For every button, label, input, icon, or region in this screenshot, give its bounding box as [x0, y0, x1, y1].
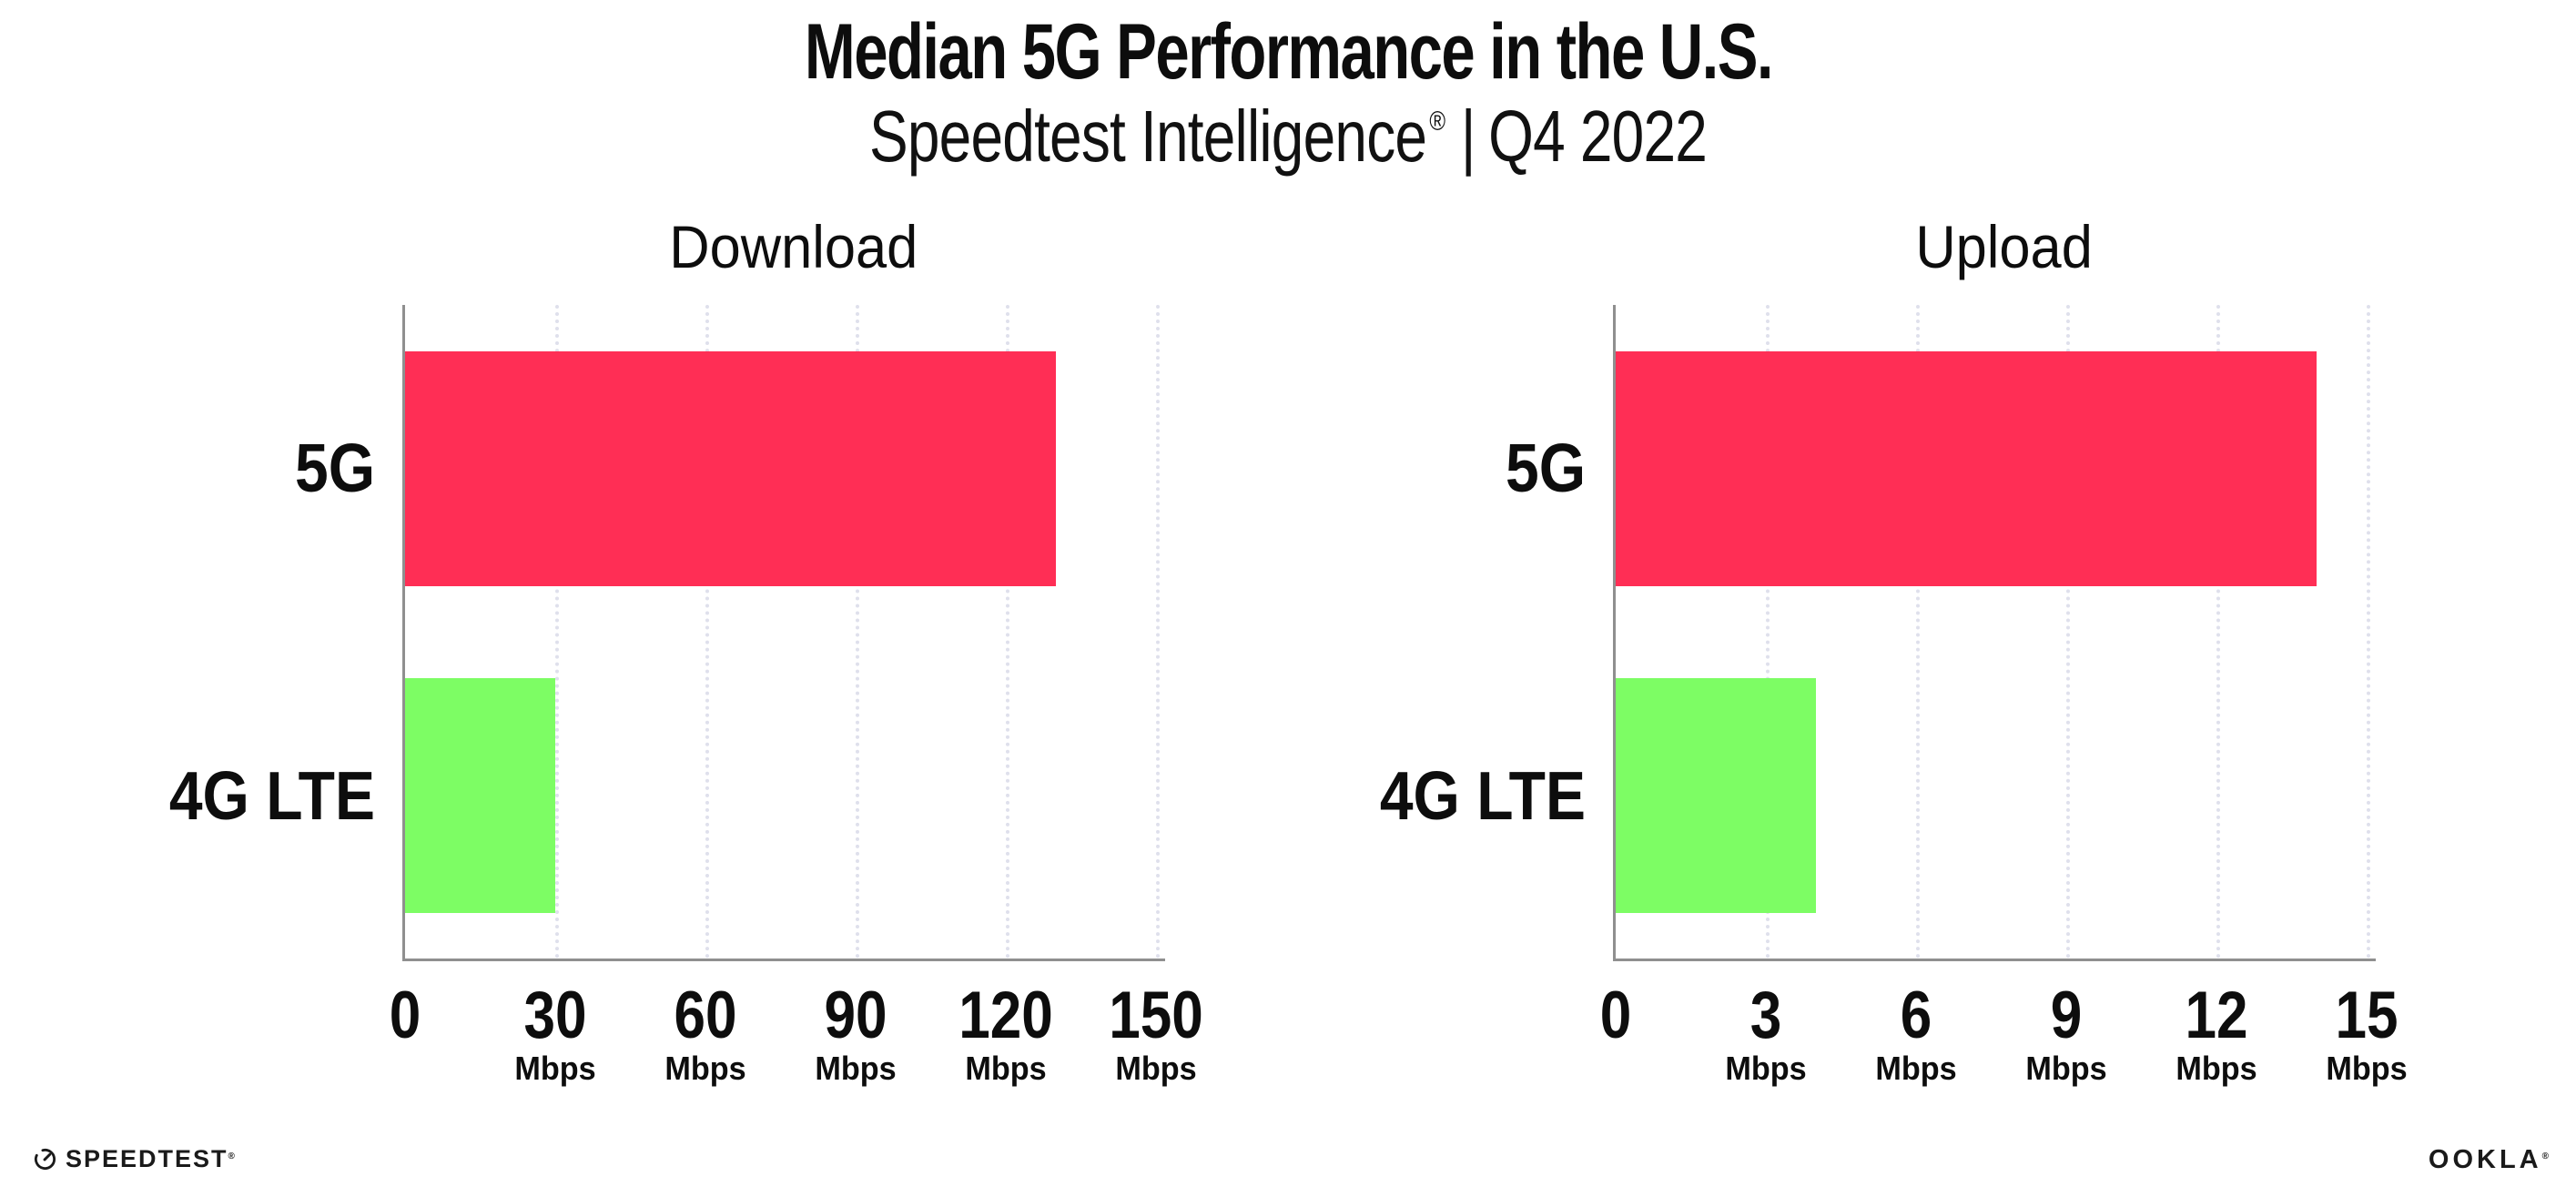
tick-unit: Mbps	[965, 1050, 1047, 1087]
tick-unit: Mbps	[1725, 1050, 1807, 1087]
tick-unit: Mbps	[815, 1050, 897, 1087]
category-label-text: 4G LTE	[1379, 757, 1586, 834]
tick-unit: Mbps	[664, 1050, 746, 1087]
axis-tick-150: 150 Mbps	[1100, 979, 1212, 1087]
axis-tick-90: 90 Mbps	[813, 979, 898, 1087]
axis-tick-60: 60 Mbps	[663, 979, 748, 1087]
speedtest-wordmark: SPEEDTEST®	[66, 1145, 237, 1173]
chart-title-text: Upload	[1915, 213, 2094, 280]
gridline-12	[2216, 305, 2220, 959]
axis-tick-9: 9 Mbps	[2023, 979, 2109, 1087]
speedtest-wordmark-text: SPEEDTEST	[66, 1144, 228, 1172]
bar-4g-lte	[405, 678, 555, 913]
speedtest-registered-icon: ®	[228, 1151, 237, 1161]
axis-tick-0: 0	[1597, 979, 1635, 1052]
tick-value: 0	[389, 979, 421, 1052]
tick-unit: Mbps	[2326, 1050, 2408, 1087]
axis-tick-6: 6 Mbps	[1873, 979, 1959, 1087]
tick-unit: Mbps	[1115, 1050, 1197, 1087]
gridline-90	[856, 305, 859, 959]
category-label-4g-lte: 4G LTE	[93, 757, 375, 834]
gridline-120	[1006, 305, 1009, 959]
category-label-5g: 5G	[93, 430, 375, 506]
tick-value: 90	[824, 979, 887, 1052]
gridline-6	[1916, 305, 1920, 959]
axis-tick-3: 3 Mbps	[1723, 979, 1809, 1087]
tick-unit: Mbps	[1875, 1050, 1957, 1087]
tick-value: 6	[1900, 979, 1932, 1052]
category-label-text: 4G LTE	[168, 757, 375, 834]
tick-value: 60	[674, 979, 737, 1052]
registered-mark-icon: ®	[1429, 107, 1445, 137]
tick-value: 150	[1109, 979, 1203, 1052]
axis-tick-15: 15 Mbps	[2324, 979, 2409, 1087]
subtitle-separator: |	[1460, 96, 1476, 177]
download-chart: Download 0 30 Mbps 60 Mbps 90 Mbps 120 Mbps 150 Mb…	[169, 215, 1203, 1111]
page-subtitle: Speedtest Intelligence ® | Q4 2022	[0, 95, 2576, 178]
page-title: Median 5G Performance in the U.S.	[0, 7, 2576, 97]
chart-title: Download	[402, 215, 1185, 279]
gridline-3	[1766, 305, 1770, 959]
category-label-text: 5G	[1505, 430, 1586, 506]
tick-value: 120	[958, 979, 1053, 1052]
gridline-30	[555, 305, 559, 959]
plot-area	[1613, 305, 2376, 961]
page-title-text: Median 5G Performance in the U.S.	[804, 8, 1773, 96]
axis-tick-0: 0	[387, 979, 424, 1052]
gridline-60	[705, 305, 709, 959]
gridline-9	[2066, 305, 2070, 959]
axis-ticks: 0 30 Mbps 60 Mbps 90 Mbps 120 Mbps 150 Mbps	[390, 979, 1203, 1111]
tick-value: 12	[2185, 979, 2248, 1052]
page-subtitle-text: Speedtest Intelligence ® | Q4 2022	[868, 95, 1708, 178]
ookla-wordmark-text: OOKLA	[2428, 1145, 2542, 1174]
tick-value: 0	[1599, 979, 1632, 1052]
category-label-4g-lte: 4G LTE	[1303, 757, 1586, 834]
tick-value: 30	[523, 979, 587, 1052]
chart-title: Upload	[1613, 215, 2396, 279]
category-label-text: 5G	[294, 430, 375, 506]
chart-title-text: Download	[669, 213, 918, 280]
bar-4g-lte	[1616, 678, 1816, 913]
tick-value: 9	[2050, 979, 2083, 1052]
category-label-5g: 5G	[1303, 430, 1586, 506]
axis-tick-120: 120 Mbps	[950, 979, 1061, 1087]
subtitle-period: Q4 2022	[1488, 96, 1708, 177]
ookla-registered-icon: ®	[2541, 1151, 2549, 1161]
axis-tick-30: 30 Mbps	[512, 979, 598, 1087]
bar-5g	[405, 351, 1056, 586]
tick-unit: Mbps	[514, 1050, 596, 1087]
axis-ticks: 0 3 Mbps 6 Mbps 9 Mbps 12 Mbps 15 Mbps	[1600, 979, 2408, 1111]
tick-value: 3	[1749, 979, 1782, 1052]
ookla-logo: OOKLA®	[2429, 1145, 2549, 1175]
tick-unit: Mbps	[2175, 1050, 2257, 1087]
axis-tick-12: 12 Mbps	[2174, 979, 2259, 1087]
gridline-15	[2367, 305, 2370, 959]
plot-area	[402, 305, 1165, 961]
tick-unit: Mbps	[2025, 1050, 2107, 1087]
gridline-150	[1156, 305, 1160, 959]
subtitle-brand: Speedtest Intelligence	[868, 96, 1427, 177]
speedtest-logo: SPEEDTEST®	[33, 1143, 237, 1174]
tick-value: 15	[2335, 979, 2399, 1052]
bar-5g	[1616, 351, 2317, 586]
upload-chart: Upload 0 3 Mbps 6 Mbps 9 Mbps 12 Mbps 15 Mbps 5G 4G…	[1380, 215, 2414, 1111]
speedtest-gauge-icon	[34, 1148, 56, 1170]
